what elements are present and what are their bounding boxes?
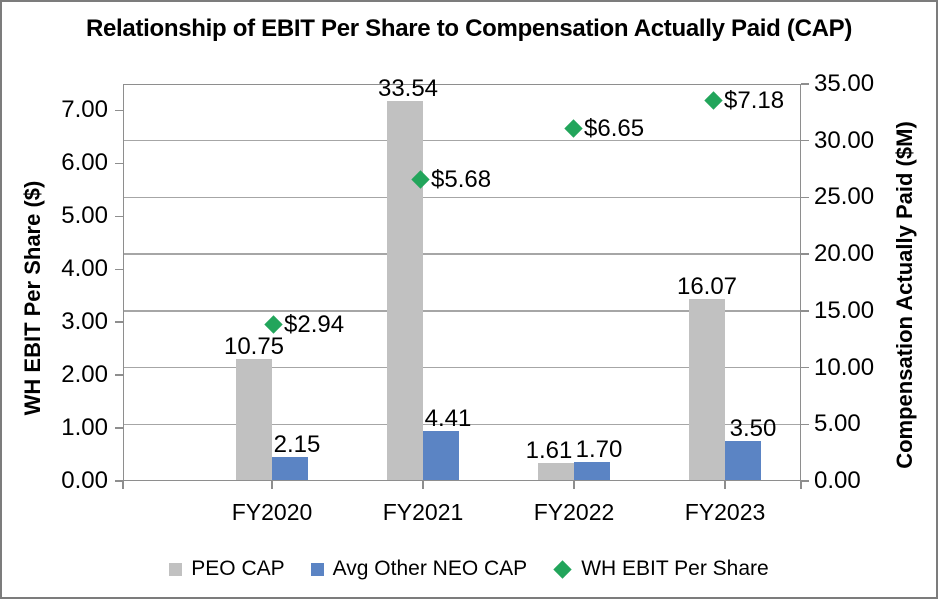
right-axis-tick — [801, 83, 809, 85]
gridline — [123, 310, 801, 312]
left-axis-tick — [115, 480, 123, 482]
x-category-label: FY2021 — [382, 499, 464, 525]
right-axis-tick-label: 5.00 — [814, 410, 861, 438]
bar-value-label: 1.61 — [525, 436, 573, 464]
bar-peo-cap-fy2020 — [236, 359, 272, 481]
bar-avg-other-neo-cap-fy2021 — [423, 430, 459, 481]
left-axis-tick-label: 6.00 — [61, 149, 108, 177]
bar-avg-other-neo-cap-fy2020 — [272, 456, 308, 481]
legend-item-wh-ebit-per-share: WH EBIT Per Share — [553, 557, 769, 581]
right-axis-tick-label: 10.00 — [814, 353, 875, 381]
x-axis-tick — [122, 481, 124, 489]
left-axis-tick-label: 2.00 — [61, 361, 108, 389]
bar-value-label: 2.15 — [273, 430, 321, 458]
left-axis-tick — [115, 109, 123, 112]
ebit-diamond-marker — [264, 315, 283, 335]
x-category-label: FY2022 — [533, 499, 615, 525]
left-axis-tick — [115, 215, 123, 218]
ebit-value-label: $7.18 — [724, 86, 785, 114]
left-axis-tick-label: 5.00 — [61, 202, 108, 230]
right-axis-tick — [801, 310, 809, 312]
left-axis-tick — [115, 268, 123, 271]
left-axis-tick — [115, 374, 123, 376]
bar-avg-other-neo-cap-fy2023 — [725, 441, 761, 481]
legend-item-avg-other-neo-cap: Avg Other NEO CAP — [310, 557, 528, 581]
bar-value-label: 16.07 — [676, 272, 738, 300]
gridline — [123, 196, 801, 199]
right-axis-tick — [801, 139, 809, 142]
bar-value-label: 4.41 — [424, 404, 472, 432]
bar-value-label: 33.54 — [377, 74, 439, 102]
ebit-value-label: $2.94 — [284, 311, 345, 339]
ebit-value-label: $5.68 — [431, 166, 492, 194]
right-axis-tick — [801, 480, 809, 482]
gridline — [123, 139, 801, 142]
left-axis-tick — [115, 427, 123, 429]
left-axis-tick-label: 4.00 — [61, 255, 108, 283]
ebit-diamond-marker — [564, 119, 583, 138]
legend-label: Avg Other NEO CAP — [332, 557, 528, 580]
left-axis-tick — [115, 162, 123, 165]
bar-peo-cap-fy2021 — [387, 100, 423, 481]
right-axis-tick — [801, 423, 809, 426]
right-axis-tick-label: 15.00 — [814, 296, 875, 324]
bar-peo-cap-fy2022 — [538, 462, 574, 481]
right-axis-tick — [801, 196, 809, 199]
right-axis-tick-label: 35.00 — [814, 70, 875, 97]
x-category-label: FY2020 — [231, 499, 313, 525]
bar-peo-cap-fy2023 — [689, 298, 725, 481]
gridline — [123, 366, 801, 369]
right-axis-tick — [801, 253, 809, 255]
right-axis-tick — [801, 366, 809, 369]
gridline — [123, 423, 801, 426]
legend-label: WH EBIT Per Share — [581, 557, 769, 580]
right-axis-tick-label: 0.00 — [814, 467, 861, 494]
legend-label: PEO CAP — [191, 557, 285, 580]
gridline — [123, 253, 801, 255]
ebit-diamond-marker — [704, 91, 723, 110]
right-axis-tick-label: 20.00 — [814, 240, 875, 268]
legend-item-peo-cap: PEO CAP — [169, 557, 285, 581]
ebit-value-label: $6.65 — [584, 114, 645, 142]
legend-diamond-icon — [553, 559, 572, 579]
right-axis-tick-label: 25.00 — [814, 183, 875, 211]
bar-value-label: 3.50 — [729, 415, 777, 443]
x-axis-tick — [800, 481, 802, 489]
left-axis-tick-label: 1.00 — [61, 414, 108, 442]
x-axis-tick — [271, 481, 273, 489]
chart-legend: PEO CAP Avg Other NEO CAP WH EBIT Per Shar… — [2, 554, 936, 584]
left-axis-tick-label: 3.00 — [61, 308, 108, 336]
x-category-label: FY2023 — [684, 499, 766, 525]
left-axis-tick-label: 7.00 — [61, 96, 108, 124]
right-axis-tick-label: 30.00 — [814, 126, 875, 154]
bar-avg-other-neo-cap-fy2022 — [574, 461, 610, 481]
bar-value-label: 10.75 — [223, 333, 285, 361]
left-axis-tick-label: 0.00 — [61, 467, 108, 494]
x-axis-tick — [724, 481, 726, 489]
x-axis-tick — [573, 481, 575, 489]
left-axis-tick — [115, 321, 123, 323]
legend-square-icon — [310, 562, 324, 576]
bar-value-label: 1.70 — [575, 435, 623, 463]
legend-square-icon — [169, 562, 183, 576]
chart-title: Relationship of EBIT Per Share to Compen… — [85, 15, 853, 42]
x-axis-tick — [422, 481, 424, 489]
